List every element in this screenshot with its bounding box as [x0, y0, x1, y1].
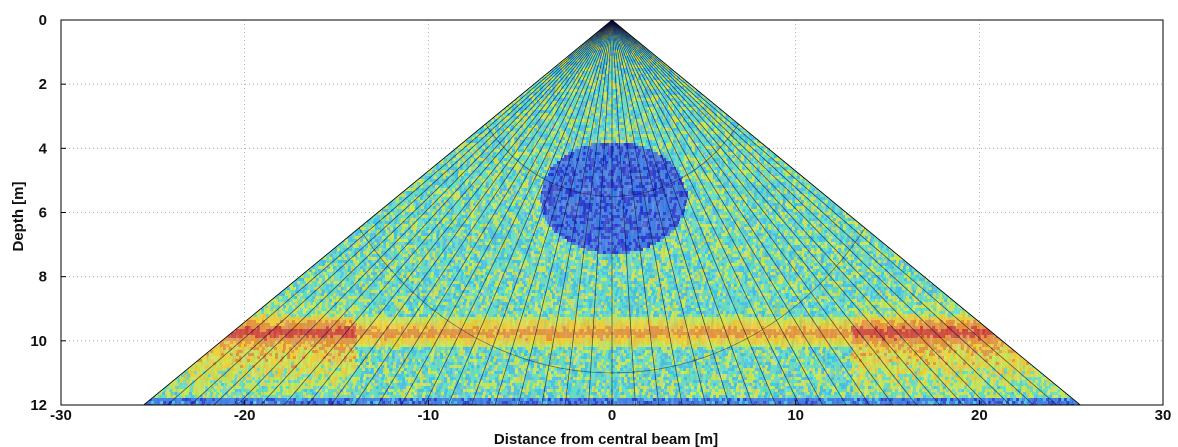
sonar-swath-chart: -30 -20 -10 0 10 20 30024681012 Distance from … [10, 12, 1171, 447]
